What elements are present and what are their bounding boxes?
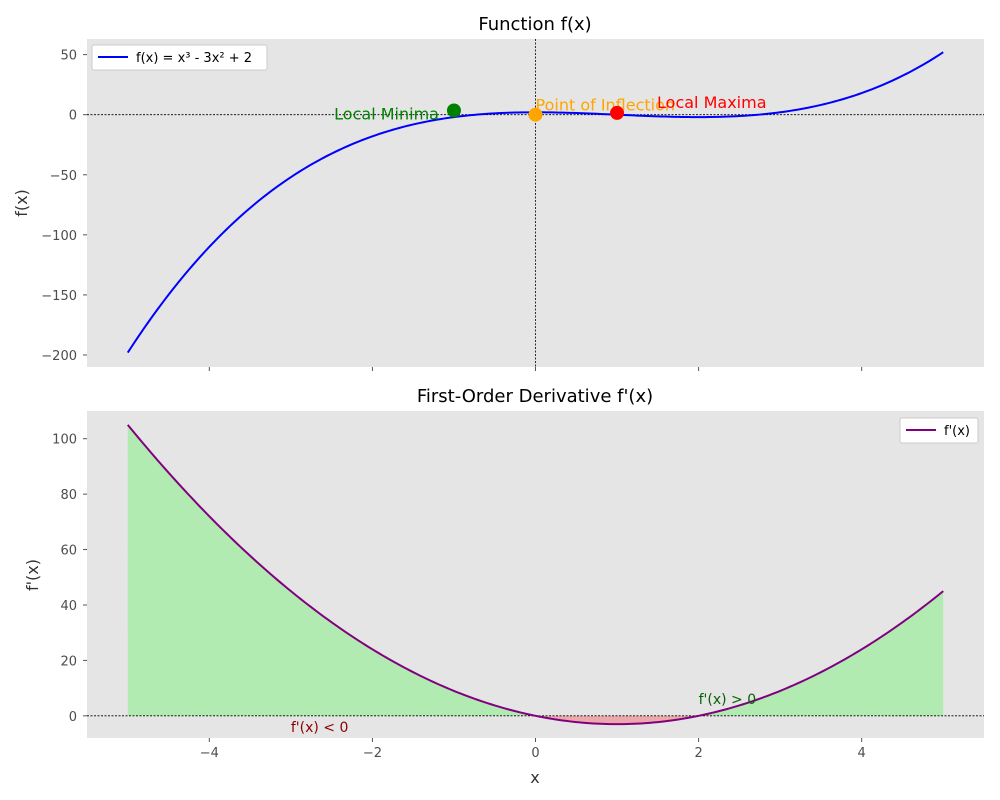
legend: f(x) = x³ - 3x² + 2 (91, 44, 268, 71)
x-tick-label: −2 (363, 746, 382, 761)
y-tick-label: −150 (41, 289, 77, 304)
x-axis-label: x (530, 768, 539, 787)
point-label: Local Maxima (657, 93, 766, 112)
y-tick-label: 50 (60, 49, 77, 64)
point-label: Local Minima (334, 104, 439, 123)
y-tick-label: 100 (52, 433, 77, 448)
y-tick-label: −100 (41, 229, 77, 244)
annotation-label: f'(x) > 0 (699, 692, 757, 708)
legend-label: f'(x) (944, 424, 970, 439)
positive-derivative-area (127, 424, 944, 716)
y-tick-label: 0 (69, 710, 77, 725)
series-line (126, 424, 944, 726)
y-tick-label: 60 (60, 544, 77, 559)
y-tick-label: −50 (50, 169, 77, 184)
x-tick-label: 2 (694, 746, 702, 761)
point-marker (446, 103, 461, 118)
legend-box (91, 44, 268, 71)
x-tick-label: −4 (200, 746, 219, 761)
function-chart: Function f(x) f(x) Local Minima Point of … (12, 14, 984, 371)
annotation-label: f'(x) < 0 (291, 720, 349, 736)
plot-content: f'(x) < 0 f'(x) > 0 0 20 40 60 80 100 −4 −2 0 2 4 (52, 411, 984, 761)
y-axis-label: f(x) (12, 189, 31, 217)
legend-label: f(x) = x³ - 3x² + 2 (136, 51, 252, 66)
legend-box (899, 417, 979, 444)
x-tick-label: 4 (858, 746, 866, 761)
point-marker (528, 107, 543, 122)
chart-title: Function f(x) (478, 14, 591, 35)
y-tick-label: 0 (69, 109, 77, 124)
x-tick-label: 0 (531, 746, 539, 761)
y-tick-label: 80 (60, 488, 77, 503)
point-label: Point of Inflection (536, 96, 676, 115)
point-marker (610, 105, 625, 120)
y-axis-label: f'(x) (23, 559, 42, 591)
y-tick-label: 40 (60, 599, 77, 614)
y-tick-label: −200 (41, 349, 77, 364)
chart-title: First-Order Derivative f'(x) (417, 386, 653, 407)
legend: f'(x) (899, 417, 979, 444)
y-tick-label: 20 (60, 654, 77, 669)
derivative-chart: First-Order Derivative f'(x) f'(x) x f'(… (23, 386, 984, 787)
